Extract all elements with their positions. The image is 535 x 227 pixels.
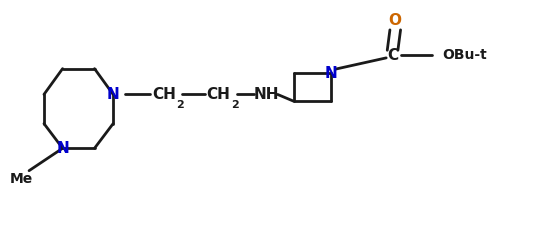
Text: OBu-t: OBu-t <box>442 48 487 62</box>
Text: N: N <box>56 141 69 156</box>
Text: N: N <box>107 87 119 102</box>
Text: C: C <box>387 48 398 63</box>
Text: 2: 2 <box>176 99 184 110</box>
Text: N: N <box>325 66 338 81</box>
Text: CH: CH <box>152 87 175 102</box>
Text: Me: Me <box>10 172 33 185</box>
Text: NH: NH <box>253 87 279 102</box>
Text: CH: CH <box>207 87 231 102</box>
Text: 2: 2 <box>231 99 239 110</box>
Text: O: O <box>389 13 402 28</box>
